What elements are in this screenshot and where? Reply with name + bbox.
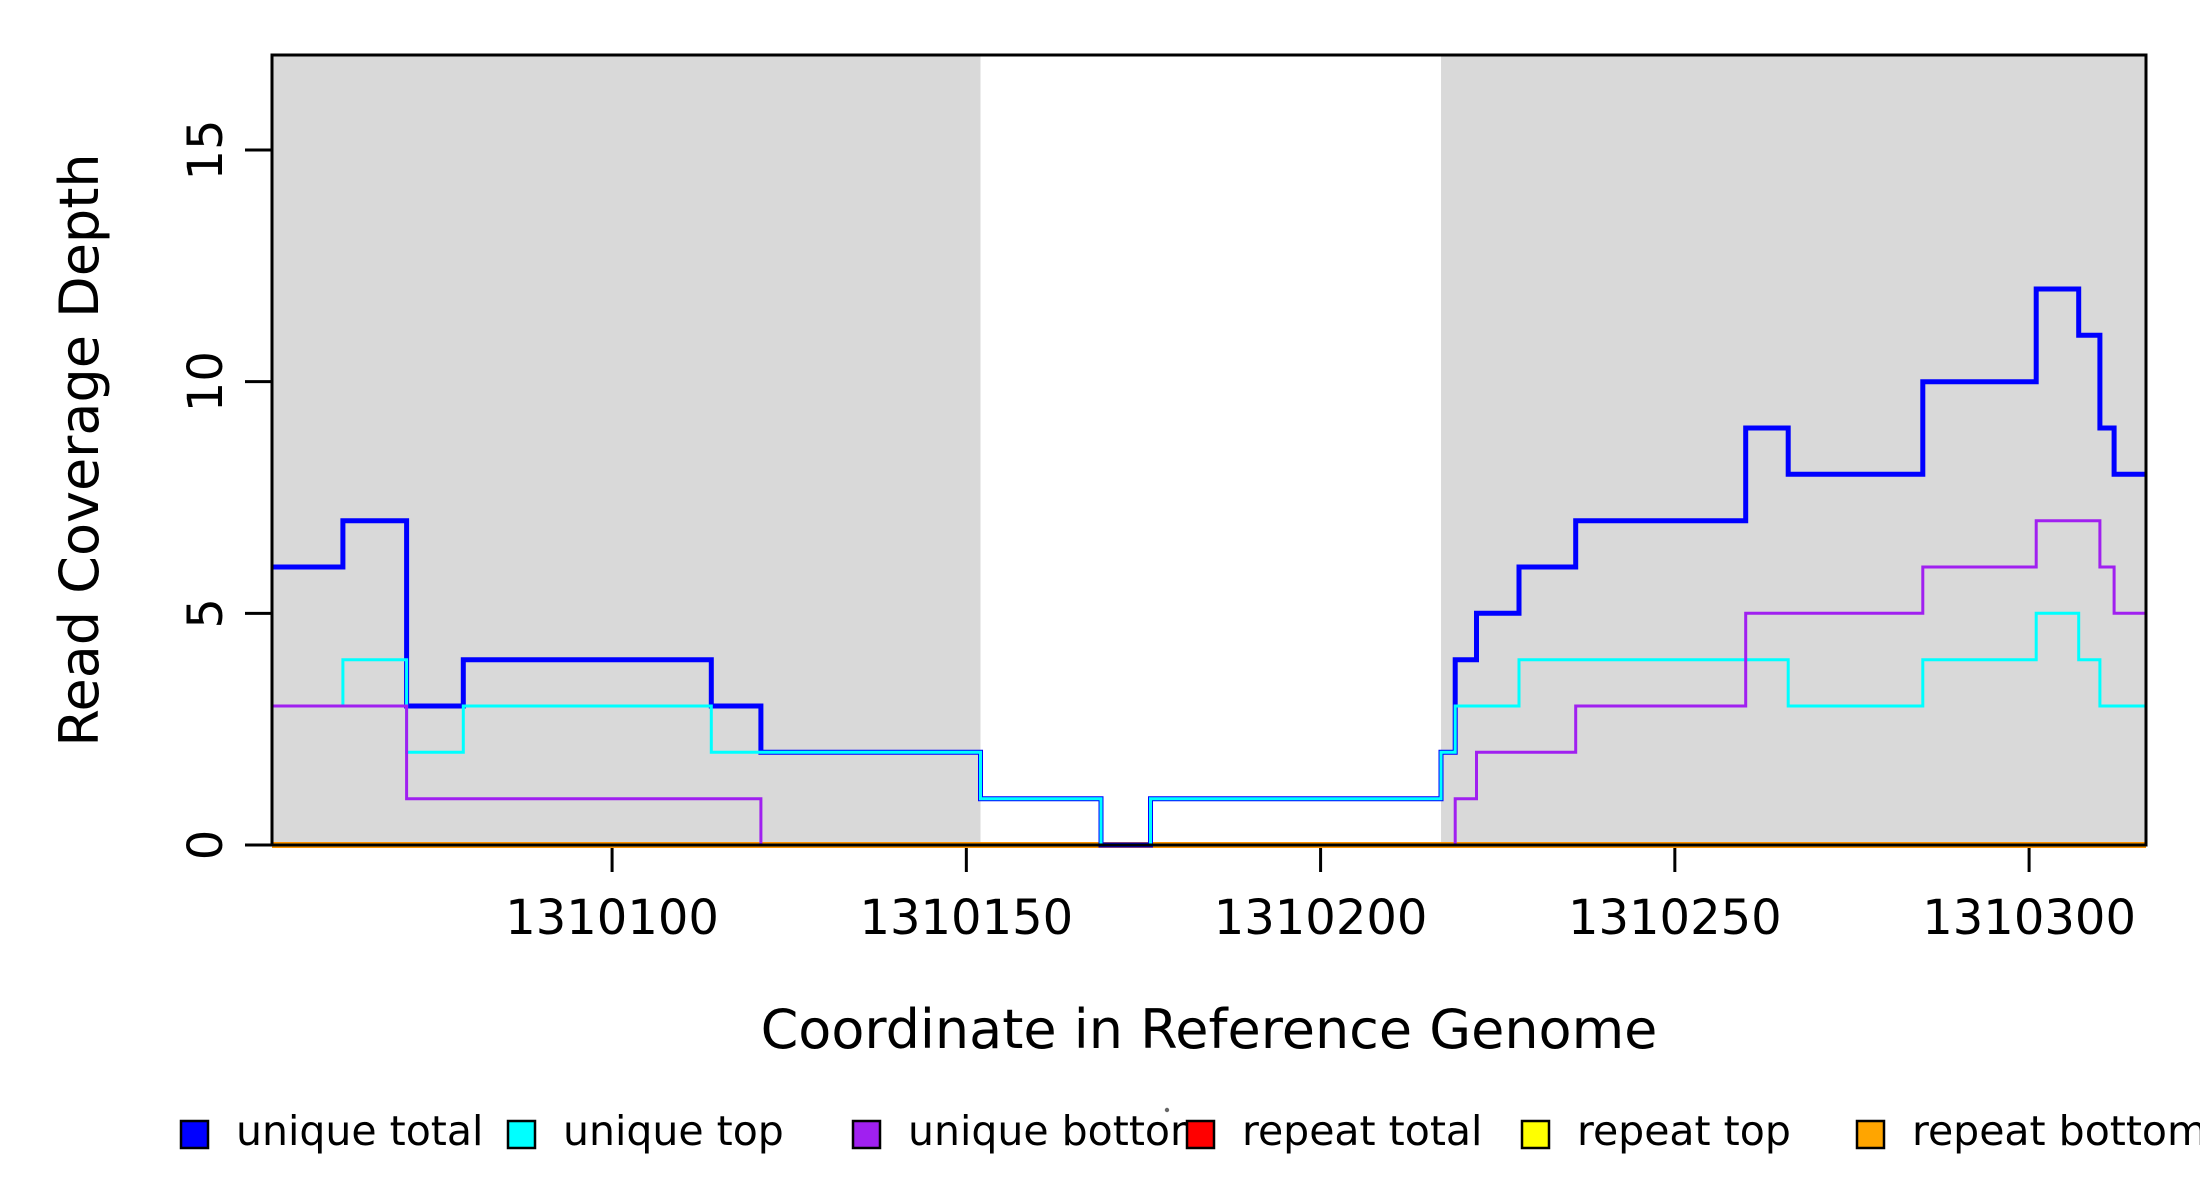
legend-swatch-repeat-top (1520, 1119, 1551, 1150)
legend-item-repeat-total: repeat total (1185, 1107, 1482, 1155)
legend-label-repeat-bottom: repeat bottom (1912, 1107, 2200, 1155)
shaded-region-0 (272, 55, 981, 845)
y-tick-label: 0 (178, 830, 234, 861)
legend-swatch-unique-top (506, 1119, 537, 1150)
series-line-unique-bottom (272, 519, 2146, 847)
plot-box (270, 53, 2148, 847)
shaded-region-1 (1441, 55, 2146, 845)
x-tick-label: 1310300 (1922, 890, 2136, 946)
x-tick-label: 1310150 (859, 890, 1073, 946)
legend-label-repeat-total: repeat total (1242, 1107, 1482, 1155)
legend-swatch-unique-bottom (851, 1119, 882, 1150)
legend-label-repeat-top: repeat top (1577, 1107, 1791, 1155)
series-line-unique-total (272, 286, 2146, 848)
x-axis-title: Coordinate in Reference Genome (761, 998, 1658, 1061)
x-tick-label: 1310100 (505, 890, 719, 946)
series-line-unique-top (272, 611, 2146, 847)
stray-point-artifact (1164, 1107, 1170, 1113)
legend-item-unique-total: unique total (179, 1107, 483, 1155)
y-tick-label: 5 (178, 598, 234, 629)
y-tick-label: 15 (178, 119, 234, 180)
x-tick-label: 1310200 (1214, 890, 1428, 946)
legend-swatch-repeat-total (1185, 1119, 1216, 1150)
legend-swatch-unique-total (179, 1119, 210, 1150)
legend-swatch-repeat-bottom (1855, 1119, 1886, 1150)
legend-label-unique-top: unique top (563, 1107, 784, 1155)
legend-item-unique-top: unique top (506, 1107, 784, 1155)
legend-label-unique-total: unique total (236, 1107, 483, 1155)
legend-item-repeat-bottom: repeat bottom (1855, 1107, 2200, 1155)
legend-item-unique-bottom: unique bottom (851, 1107, 1210, 1155)
legend-label-unique-bottom: unique bottom (908, 1107, 1210, 1155)
x-tick-label: 1310250 (1568, 890, 1782, 946)
y-tick-label: 10 (178, 351, 234, 412)
legend-item-repeat-top: repeat top (1520, 1107, 1791, 1155)
y-axis-title: Read Coverage Depth (48, 153, 111, 746)
